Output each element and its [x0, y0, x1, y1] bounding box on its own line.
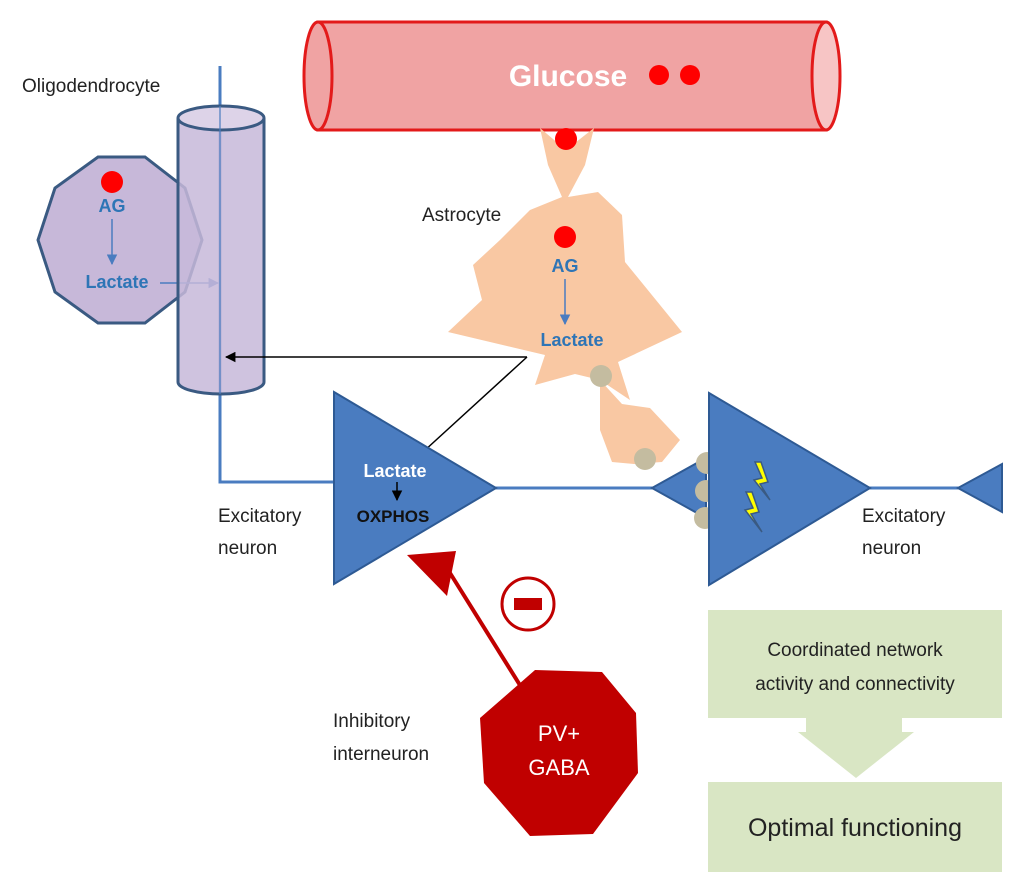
glucose-dot — [649, 65, 669, 85]
neuron-soma — [333, 390, 498, 586]
excitatory-right-line-2: neuron — [862, 538, 921, 559]
excitatory-neuron-right — [708, 391, 1003, 587]
lightning-icon — [743, 491, 763, 533]
inhibitory-line-1: Inhibitory — [333, 711, 411, 732]
gaba-label: GABA — [528, 755, 589, 780]
glucose-dot — [555, 128, 577, 150]
blood-vessel: Glucose — [302, 20, 842, 132]
oligodendrocyte-label: Oligodendrocyte — [22, 76, 160, 97]
astrocyte-endfoot — [600, 380, 680, 464]
vessel-body — [316, 20, 828, 132]
flow-arrow — [798, 718, 914, 778]
minus-icon — [514, 598, 542, 610]
neuron-lactate-label: Lactate — [363, 461, 426, 481]
vessel-left-end — [302, 20, 334, 132]
vesicle — [590, 365, 612, 387]
vesicle — [634, 448, 656, 470]
excitatory-neuron-left: Lactate OXPHOS — [333, 390, 660, 586]
vessel-right-end — [810, 20, 842, 132]
glucose-label: Glucose — [509, 60, 627, 93]
oligo-ag-label: AG — [99, 196, 126, 216]
glucose-dot — [680, 65, 700, 85]
coordinated-line-1: Coordinated network — [767, 640, 943, 661]
astro-lactate-label: Lactate — [540, 330, 603, 350]
excitatory-right-line-1: Excitatory — [862, 506, 946, 527]
inhibitory-interneuron: PV+ GABA — [407, 551, 638, 836]
oligodendrocyte: AG Lactate — [36, 155, 220, 325]
glucose-dot — [101, 171, 123, 193]
lightning-icon — [752, 461, 771, 501]
optimal-functioning-box — [708, 782, 1002, 872]
astrocyte-label: Astrocyte — [422, 205, 501, 226]
astrocyte: AG Lactate — [448, 128, 682, 470]
oligodendrocyte-body — [36, 155, 204, 325]
interneuron-axon — [448, 571, 525, 692]
neuron-soma — [708, 391, 872, 587]
pv-label: PV+ — [538, 721, 580, 746]
lactate-to-neuron-arrow — [411, 356, 528, 463]
coordinated-activity-box — [708, 610, 1002, 718]
coordinated-line-2: activity and connectivity — [755, 674, 955, 695]
interneuron-terminal — [407, 551, 456, 596]
excitatory-left-line-2: neuron — [218, 538, 277, 559]
glucose-dot — [554, 226, 576, 248]
axon-terminal — [955, 462, 1003, 514]
myelin-sheath — [176, 104, 266, 396]
interneuron-soma — [480, 670, 638, 836]
optimal-functioning-label: Optimal functioning — [748, 814, 962, 842]
outcome-flow: Coordinated network activity and connect… — [708, 610, 1002, 872]
inhibitory-line-2: interneuron — [333, 744, 429, 765]
astrocyte-body — [448, 128, 682, 400]
oligo-lactate-label: Lactate — [85, 272, 148, 292]
excitatory-left-line-1: Excitatory — [218, 506, 302, 527]
oxphos-label: OXPHOS — [357, 507, 430, 526]
astro-ag-label: AG — [552, 256, 579, 276]
